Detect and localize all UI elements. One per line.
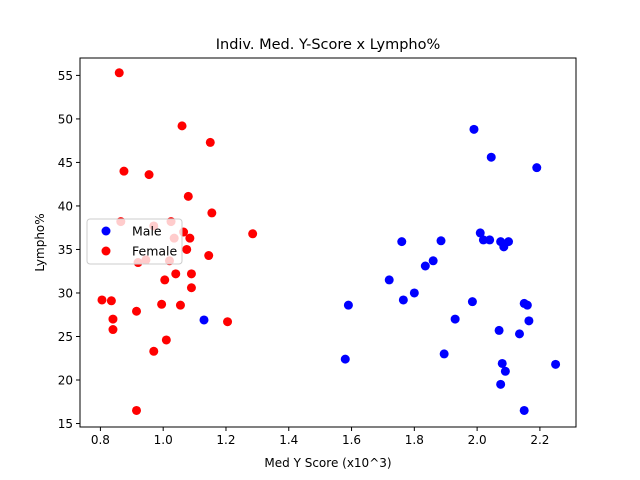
female-point — [207, 208, 217, 218]
male-legend-label: Male — [132, 224, 162, 239]
male-point — [500, 366, 510, 376]
female-point — [248, 229, 258, 239]
plot-frame — [79, 57, 577, 428]
female-point — [132, 306, 142, 316]
male-point — [497, 358, 507, 368]
y-tick-label: 25 — [58, 330, 73, 344]
male-point — [450, 314, 460, 324]
female-point — [97, 295, 107, 305]
female-point — [186, 283, 196, 293]
male-point — [478, 235, 488, 245]
x-tick-label: 1.6 — [342, 433, 361, 447]
x-tick-label: 2.2 — [530, 433, 549, 447]
x-tick-label: 1.0 — [154, 433, 173, 447]
male-point — [384, 275, 394, 285]
y-axis: 15 20 25 30 35 40 45 50 55 — [58, 69, 80, 431]
x-tick-label: 1.2 — [216, 433, 235, 447]
female-point — [223, 317, 233, 327]
female-point — [175, 300, 185, 310]
y-tick-label: 30 — [58, 286, 73, 300]
x-axis-label: Med Y Score (x10^3) — [264, 456, 391, 470]
male-point — [397, 237, 407, 247]
y-tick-label: 45 — [58, 156, 73, 170]
male-point — [504, 237, 514, 247]
male-point — [340, 354, 350, 364]
female-point — [106, 296, 116, 306]
x-tick-label: 2.0 — [468, 433, 487, 447]
male-point — [475, 228, 485, 238]
female-point — [108, 325, 118, 335]
female-point — [182, 244, 192, 254]
female-point — [119, 166, 129, 176]
female-point — [157, 299, 167, 309]
female-point — [114, 68, 124, 78]
male-point — [428, 256, 438, 266]
female-point — [144, 170, 154, 180]
y-tick-label: 55 — [58, 69, 73, 83]
male-point — [485, 235, 495, 245]
male-point — [467, 297, 477, 307]
female-point — [185, 233, 195, 243]
female-point — [108, 314, 118, 324]
male-point — [343, 300, 353, 310]
male-point — [469, 124, 479, 134]
female-point — [183, 191, 193, 201]
male-point — [494, 325, 504, 335]
y-tick-label: 40 — [58, 199, 73, 213]
female-point — [160, 275, 170, 285]
female-point — [186, 269, 196, 279]
y-tick-label: 35 — [58, 243, 73, 257]
male-point — [496, 379, 506, 389]
male-point — [519, 405, 529, 415]
y-tick-label: 15 — [58, 417, 73, 431]
x-tick-label: 1.4 — [279, 433, 298, 447]
x-axis: 0.8 1.0 1.2 1.4 1.6 1.8 2.0 2.2 — [91, 427, 549, 447]
x-tick-label: 1.8 — [405, 433, 424, 447]
male-point — [551, 359, 561, 369]
male-point — [486, 152, 496, 162]
y-axis-label: Lympho% — [33, 213, 47, 271]
female-point — [149, 346, 159, 356]
male-legend-marker — [101, 226, 111, 236]
legend-box — [86, 218, 183, 265]
chart-title: Indiv. Med. Y-Score x Lympho% — [216, 37, 441, 53]
x-tick-label: 0.8 — [91, 433, 110, 447]
male-point — [439, 349, 449, 359]
male-point — [420, 261, 430, 271]
legend: Male Female — [86, 218, 183, 265]
male-point — [199, 315, 209, 325]
female-point — [132, 405, 142, 415]
female-legend-marker — [101, 246, 111, 256]
y-tick-label: 20 — [58, 374, 73, 388]
female-legend-label: Female — [132, 244, 178, 259]
male-point — [514, 329, 524, 339]
male-point — [532, 163, 542, 173]
male-point — [409, 288, 419, 298]
female-point — [205, 137, 215, 147]
female-point — [204, 251, 214, 261]
male-point — [522, 300, 532, 310]
female-point — [161, 335, 171, 345]
y-tick-label: 50 — [58, 112, 73, 126]
male-point — [436, 236, 446, 246]
female-point — [177, 121, 187, 131]
female-point — [171, 269, 181, 279]
male-point — [524, 316, 534, 326]
male-point — [398, 295, 408, 305]
